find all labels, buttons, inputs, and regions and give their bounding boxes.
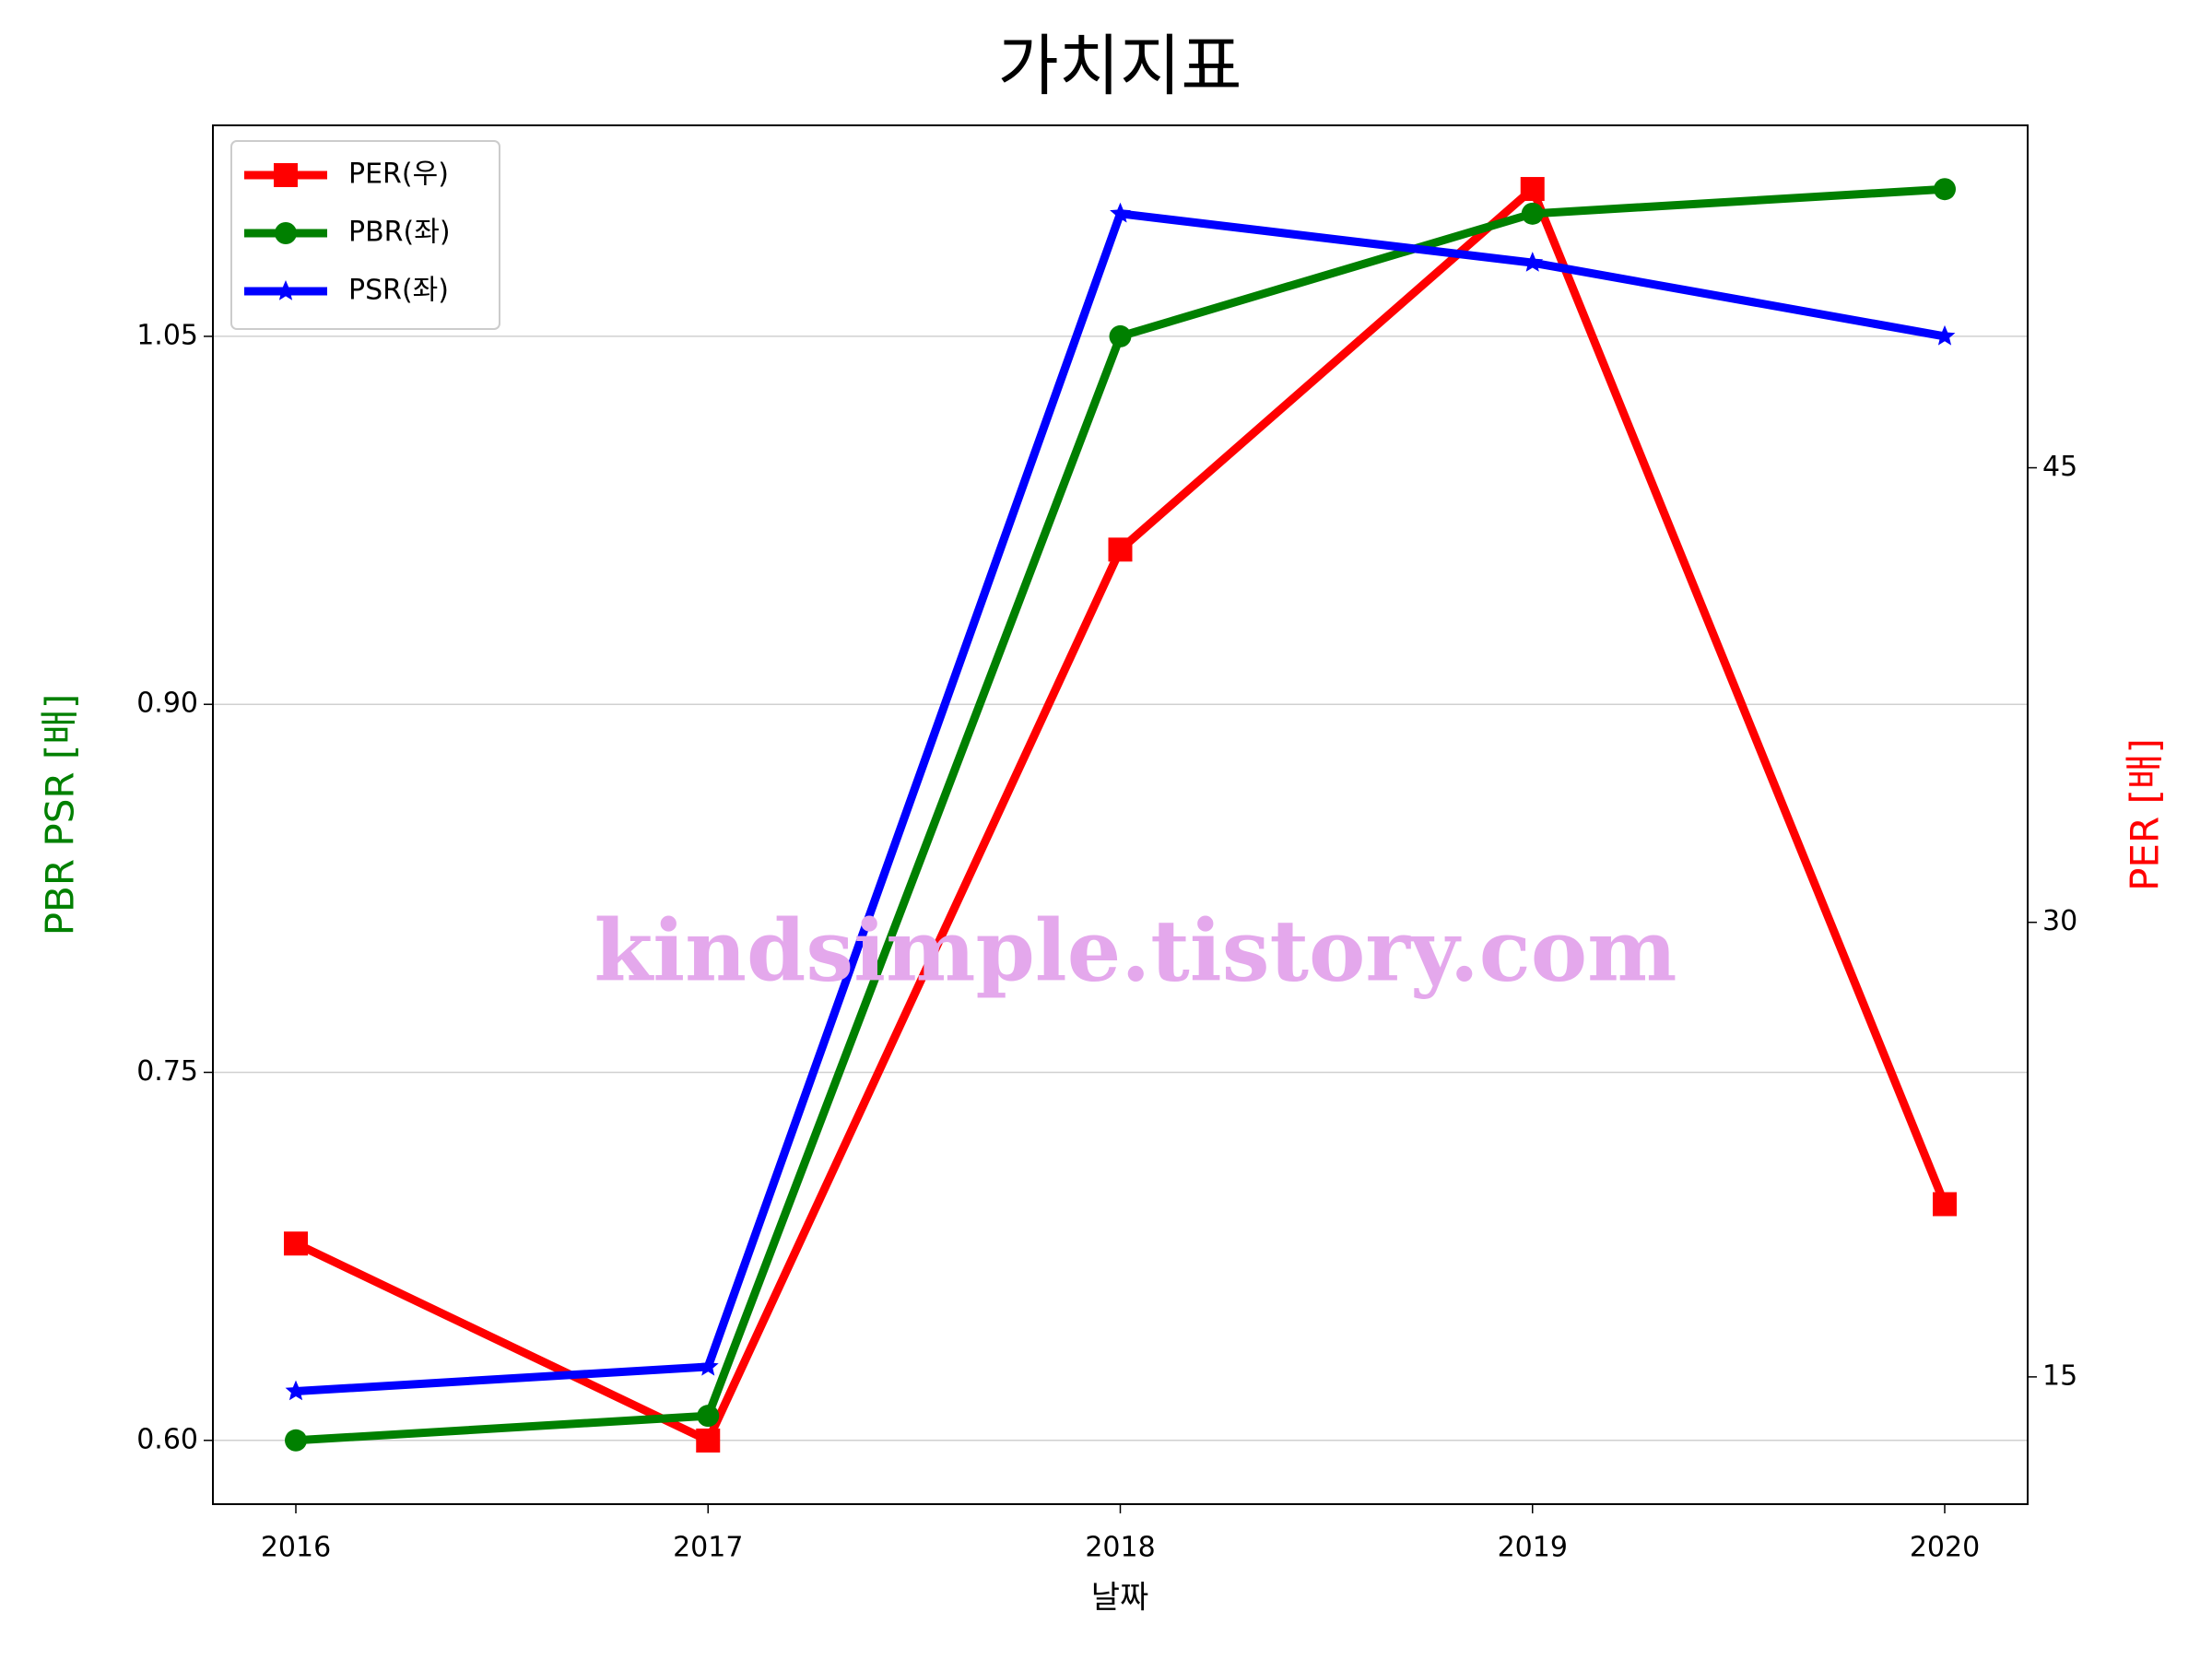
marker (1108, 537, 1133, 562)
y-tick-label: 0.75 (136, 1055, 198, 1088)
y2-axis-label: PER [배] (2123, 738, 2168, 891)
x-tick-label: 2020 (1910, 1532, 1980, 1564)
x-tick-label: 2017 (673, 1532, 743, 1564)
marker (1934, 178, 1956, 201)
marker (697, 1355, 719, 1376)
x-axis-label: 날짜 (1091, 1580, 1149, 1617)
marker (1520, 177, 1545, 202)
marker (274, 163, 298, 187)
marker (696, 1428, 721, 1453)
marker (284, 1231, 308, 1256)
series-line (294, 184, 1949, 1445)
series-line (295, 184, 1946, 1445)
series-line (295, 209, 1946, 1396)
y-tick-label: 0.90 (136, 688, 198, 720)
watermark: kindsimple.tistory.com (594, 901, 1677, 1001)
legend-label: PBR(좌) (348, 217, 451, 249)
chart-title: 가치지표 (998, 28, 1242, 105)
marker (275, 280, 297, 300)
x-tick-label: 2018 (1085, 1532, 1155, 1564)
marker (285, 1429, 307, 1452)
y-tick-label: 1.05 (136, 319, 198, 351)
legend-box (230, 140, 500, 330)
marker (1933, 1192, 1957, 1217)
y-tick-label: 0.60 (136, 1423, 198, 1455)
marker (275, 222, 297, 244)
y2-tick-label: 30 (2042, 905, 2077, 937)
plot-frame (212, 124, 2029, 1505)
marker (285, 1380, 307, 1401)
x-tick-label: 2019 (1498, 1532, 1568, 1564)
y2-tick-label: 15 (2042, 1359, 2077, 1392)
marker (697, 1405, 720, 1428)
marker (1110, 202, 1131, 223)
marker (1521, 202, 1544, 225)
marker (1934, 324, 1956, 346)
legend-label: PER(우) (348, 159, 449, 191)
y-axis-label: PBR PSR [배] (38, 694, 83, 936)
y2-tick-label: 45 (2042, 451, 2077, 483)
legend-label: PSR(좌) (348, 275, 449, 307)
marker (1109, 324, 1132, 347)
marker (1522, 252, 1544, 272)
x-tick-label: 2016 (261, 1532, 331, 1564)
